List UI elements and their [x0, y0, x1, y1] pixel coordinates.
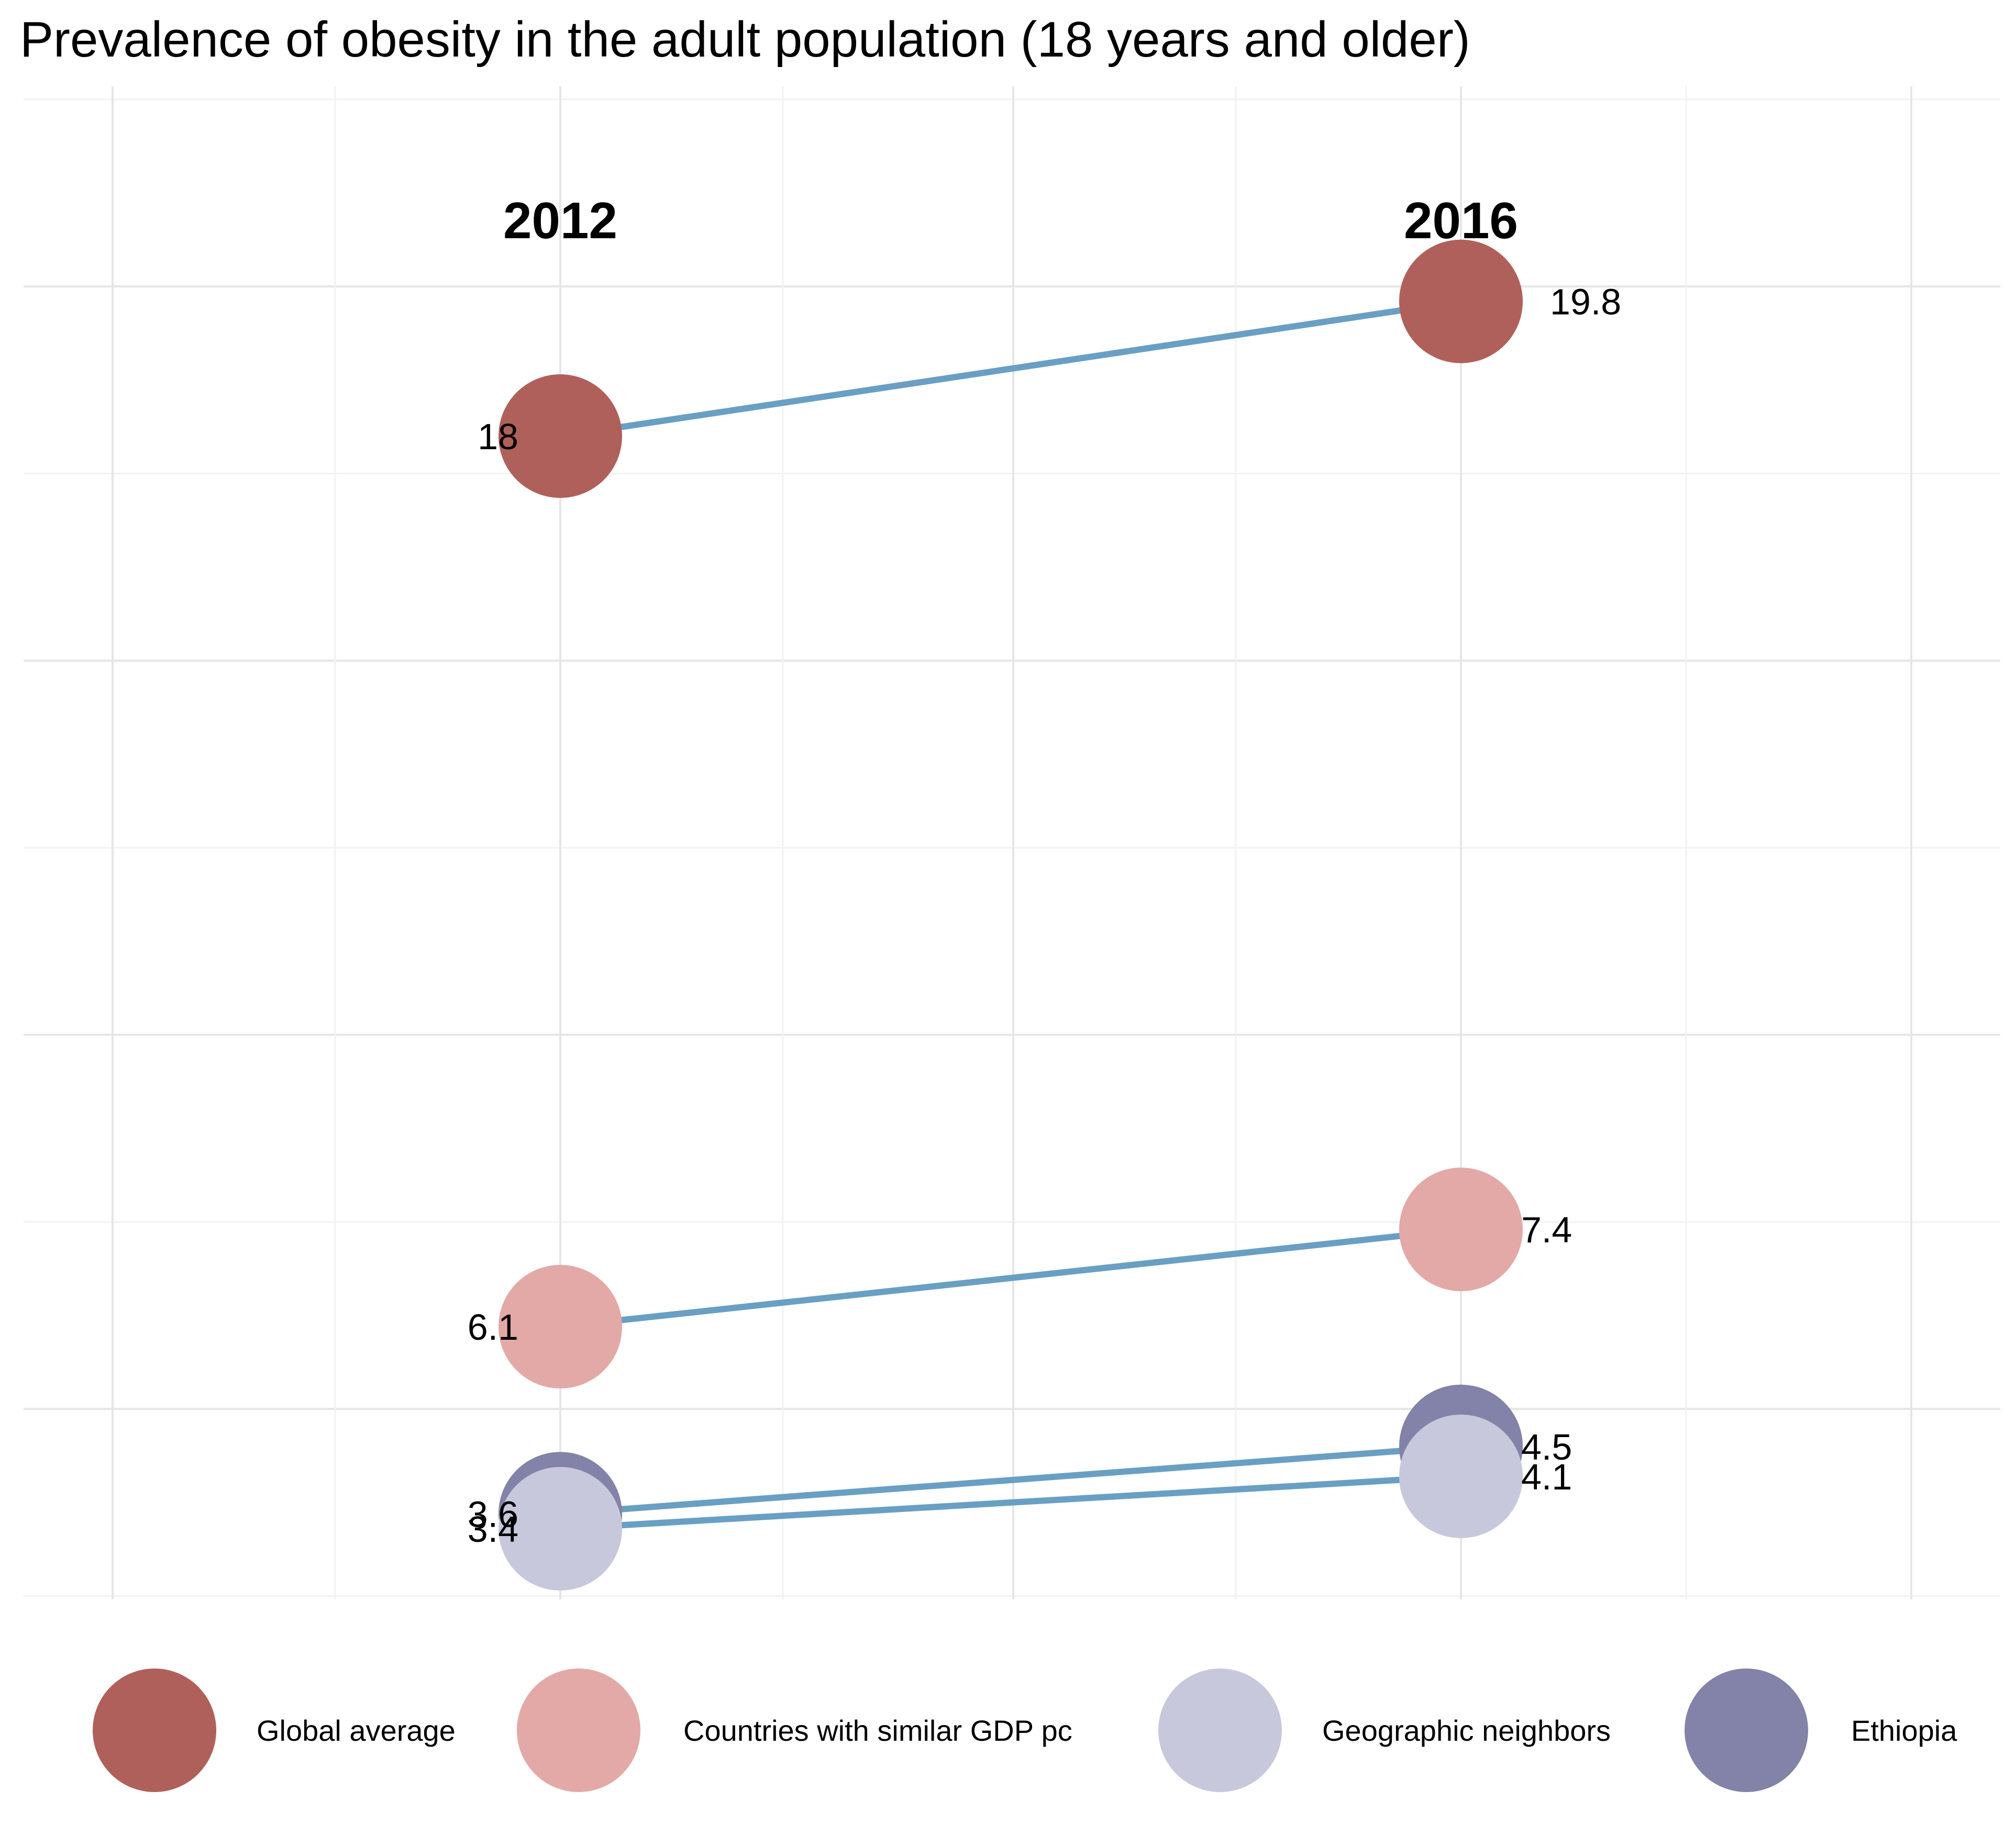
data-label-ethiopia-2012: 3.6 — [468, 1494, 518, 1534]
point-global-average-2012 — [499, 374, 622, 498]
point-geographic-neighbors-2016 — [1399, 1414, 1523, 1538]
slope-line-geographic-neighbors — [557, 1473, 1464, 1532]
point-global-average-2016 — [1399, 239, 1523, 363]
legend-label-countries-with-similar-gdp-pc: Countries with similar GDP pc — [683, 1714, 1072, 1747]
legend: Global average Countries with similar GDP… — [93, 1669, 1957, 1792]
year-label-2016: 2016 — [1404, 192, 1518, 249]
point-countries-with-similar-gdp-pc-2012 — [499, 1265, 622, 1389]
data-label-ethiopia-2016: 4.5 — [1521, 1427, 1572, 1467]
gridlines — [24, 86, 2000, 1599]
slope-lines — [557, 298, 1464, 1532]
data-labels: 18 19.8 6.1 7.4 3.6 4.5 3.4 4.1 — [468, 282, 1622, 1550]
legend-label-ethiopia: Ethiopia — [1851, 1714, 1957, 1747]
data-label-geographic-neighbors-2012: 3.4 — [468, 1509, 518, 1550]
slope-line-global-average — [557, 298, 1464, 439]
point-countries-with-similar-gdp-pc-2016 — [1399, 1167, 1523, 1292]
slope-line-countries-with-similar-gdp-pc — [557, 1226, 1464, 1330]
year-label-2012: 2012 — [503, 192, 617, 249]
data-label-countries-with-similar-gdp-pc-2012: 6.1 — [468, 1307, 518, 1348]
point-geographic-neighbors-2012 — [499, 1467, 622, 1591]
data-label-countries-with-similar-gdp-pc-2016: 7.4 — [1521, 1209, 1572, 1250]
legend-label-geographic-neighbors: Geographic neighbors — [1322, 1714, 1611, 1747]
legend-swatch-global-average — [93, 1669, 216, 1792]
chart-title: Prevalence of obesity in the adult popul… — [20, 12, 1470, 68]
data-points — [499, 239, 1523, 1591]
legend-swatch-geographic-neighbors — [1158, 1669, 1282, 1792]
legend-swatch-ethiopia — [1685, 1669, 1808, 1792]
legend-swatch-countries-with-similar-gdp-pc — [517, 1669, 640, 1792]
slope-line-ethiopia — [557, 1443, 1464, 1517]
legend-label-global-average: Global average — [257, 1714, 456, 1747]
year-labels: 2012 2016 — [503, 192, 1518, 249]
data-label-geographic-neighbors-2016: 4.1 — [1521, 1456, 1572, 1497]
data-label-global-average-2012: 18 — [478, 416, 518, 457]
data-label-global-average-2016: 19.8 — [1550, 282, 1621, 322]
